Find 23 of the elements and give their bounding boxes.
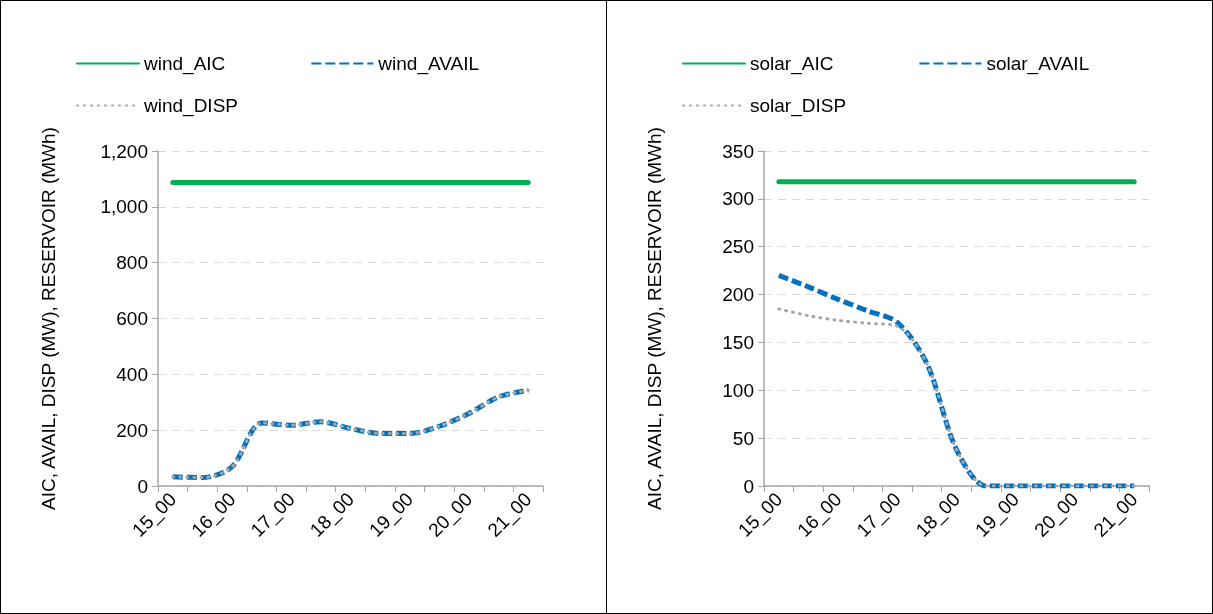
y-axis-title: AIC, AVAIL, DISP (MW), RESERVOIR (MWh) [644,127,665,510]
legend-label: solar_AVAIL [986,53,1090,75]
y-tick-label: 800 [116,252,148,274]
legend-label: wind_DISP [143,95,238,117]
y-tick-label: 1,000 [100,196,148,218]
y-tick-label: 300 [722,188,754,210]
y-tick-label: 250 [722,236,754,258]
legend-label: wind_AVAIL [377,53,479,75]
y-tick-label: 1,200 [100,140,148,162]
legend-label: wind_AIC [143,53,226,75]
y-tick-label: 600 [116,308,148,329]
y-tick-label: 200 [722,284,754,306]
y-tick-label: 200 [116,419,148,441]
y-tick-label: 100 [722,379,754,401]
legend-label: solar_AIC [750,53,834,75]
y-tick-label: 0 [743,475,754,497]
y-axis-title: AIC, AVAIL, DISP (MW), RESERVOIR (MWh) [38,127,59,510]
y-tick-label: 350 [722,140,754,162]
y-tick-label: 50 [732,427,754,449]
y-tick-label: 150 [722,331,754,353]
y-tick-label: 400 [116,363,148,385]
y-tick-label: 0 [137,475,148,497]
legend-label: solar_DISP [750,95,847,117]
